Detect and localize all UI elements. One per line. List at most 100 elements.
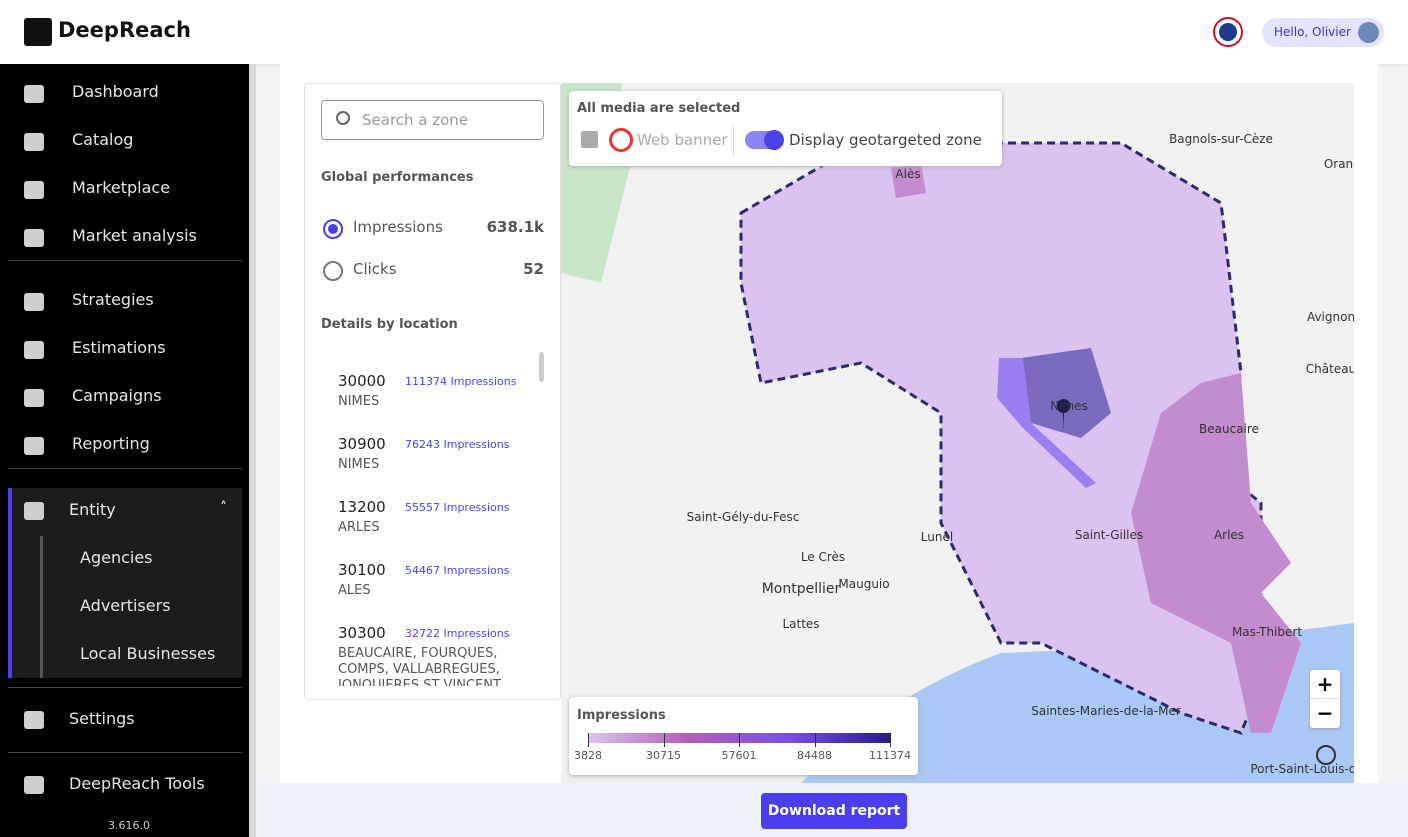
- legend-gradient: 3828 30715 57601 84488 111374: [574, 733, 911, 762]
- impressions: 55557 Impressions: [405, 501, 510, 514]
- zoom-control: + −: [1310, 670, 1340, 728]
- tree-line: [40, 536, 43, 678]
- list-scrollbar: [539, 352, 544, 382]
- legend-tick: [890, 733, 891, 747]
- map-label: Château: [1306, 362, 1354, 376]
- logo-icon: [24, 18, 52, 46]
- side-panel: Search a zone Global performances Detail…: [304, 83, 561, 700]
- nav-icon: [24, 181, 44, 199]
- map-label: Arles: [1214, 528, 1244, 542]
- search-icon: [336, 111, 350, 125]
- map-label: Orange: [1324, 157, 1354, 171]
- nav-item[interactable]: Reporting: [72, 434, 150, 453]
- map-label: Port-Saint-Louis-du-Rhô: [1250, 762, 1354, 776]
- map-label: Lunel: [921, 530, 953, 544]
- impressions: 32722 Impressions: [405, 627, 510, 640]
- checkbox[interactable]: [581, 131, 598, 148]
- avatar: [1358, 22, 1379, 43]
- legend-tick-label: 111374: [869, 749, 911, 762]
- legend-card: Impressions 3828 30715 57601 84488 111374: [569, 697, 918, 775]
- radio[interactable]: [323, 261, 343, 281]
- map-label: Saint-Gilles: [1075, 528, 1143, 542]
- user-pill[interactable]: Hello, Olivier: [1262, 18, 1384, 47]
- zoom-in[interactable]: +: [1310, 670, 1340, 699]
- nav-item[interactable]: DeepReach Tools: [69, 774, 205, 793]
- city: BEAUCAIRE, FOURQUES, COMPS, VALLABREGUES…: [338, 646, 501, 686]
- zone-nimes: [1021, 348, 1111, 438]
- nav-item[interactable]: Entity: [69, 500, 116, 519]
- city: ARLES: [338, 520, 380, 535]
- nav-subitem[interactable]: Local Businesses: [80, 644, 216, 663]
- map-label: Lattes: [782, 617, 819, 631]
- nav-icon: [24, 341, 44, 359]
- nav-subitem[interactable]: Agencies: [80, 548, 153, 567]
- divider: [733, 125, 734, 157]
- search-placeholder: Search a zone: [362, 111, 469, 129]
- impressions: 111374 Impressions: [405, 375, 517, 388]
- zip[interactable]: 30000: [338, 372, 386, 390]
- nav-item[interactable]: Dashboard: [72, 82, 159, 101]
- nav-item[interactable]: Campaigns: [72, 386, 162, 405]
- legend-title: Impressions: [577, 708, 666, 723]
- divider: [8, 468, 242, 469]
- entity-block: [8, 488, 242, 678]
- locate-button[interactable]: [1316, 745, 1336, 765]
- section-title: Global performances: [321, 170, 474, 185]
- nav-item[interactable]: Estimations: [72, 338, 166, 357]
- map-label: Le Crès: [801, 550, 845, 564]
- metric-value: 638.1k: [486, 218, 544, 236]
- metric-value: 52: [523, 260, 544, 278]
- legend-tick: [663, 733, 665, 747]
- legend-tick: [739, 733, 740, 747]
- toggle-label: Display geotargeted zone: [789, 131, 982, 149]
- legend-tick-label: 84488: [797, 749, 832, 762]
- scrollbar: [249, 64, 256, 837]
- greeting: Hello, Olivier: [1274, 25, 1351, 39]
- map-label: Mauguio: [838, 577, 889, 591]
- nav-item[interactable]: Catalog: [72, 130, 134, 149]
- zone-arles: [1131, 373, 1301, 733]
- legend-tick-label: 30715: [646, 749, 681, 762]
- chevron: ˄: [220, 500, 227, 516]
- zone-nimes-2: [997, 358, 1096, 488]
- zip[interactable]: 30900: [338, 435, 386, 453]
- metric-label: Impressions: [353, 218, 443, 236]
- toggle[interactable]: [745, 130, 784, 150]
- search-box[interactable]: Search a zone: [321, 100, 544, 140]
- media-icon: [609, 128, 633, 152]
- map-label: Montpellier: [762, 581, 841, 597]
- nav-subitem[interactable]: Advertisers: [80, 596, 171, 615]
- impressions: 54467 Impressions: [405, 564, 510, 577]
- zoom-out[interactable]: −: [1316, 701, 1334, 725]
- map-canvas: Alès Bagnols-sur-Cèze Orange Avignon Château…: [561, 83, 1354, 783]
- radio[interactable]: [323, 219, 343, 239]
- section-title: Details by location: [321, 317, 458, 332]
- nav-item[interactable]: Marketplace: [72, 178, 171, 197]
- download-button[interactable]: Download report: [761, 793, 907, 829]
- zip[interactable]: 30300: [338, 624, 386, 642]
- header: DeepReach Hello, Olivier: [0, 0, 1408, 64]
- nav-item[interactable]: Market analysis: [72, 226, 197, 245]
- divider: [8, 260, 242, 261]
- zip[interactable]: 13200: [338, 498, 386, 516]
- nav-item[interactable]: Settings: [69, 709, 135, 728]
- nav-icon: [24, 502, 44, 520]
- map-label: Avignon: [1307, 310, 1354, 324]
- flag[interactable]: [1213, 17, 1243, 47]
- nav-icon: [24, 711, 44, 729]
- map-label: Nîmes: [1050, 399, 1088, 413]
- impressions: 76243 Impressions: [405, 438, 510, 451]
- map[interactable]: Alès Bagnols-sur-Cèze Orange Avignon Château…: [561, 83, 1354, 783]
- media-title: All media are selected: [577, 101, 741, 116]
- map-label: Saintes-Maries-de-la-Mer: [1031, 704, 1181, 718]
- zip[interactable]: 30100: [338, 561, 386, 579]
- map-label: Beaucaire: [1199, 422, 1259, 436]
- nav-item[interactable]: Strategies: [72, 290, 154, 309]
- metric-label: Clicks: [353, 260, 397, 278]
- zone: [739, 141, 1263, 735]
- map-label: Saint-Gély-du-Fesc: [687, 510, 800, 524]
- map-label: Alès: [895, 167, 920, 181]
- nav-icon: [24, 776, 44, 794]
- map-label: Mas-Thibert: [1232, 625, 1302, 639]
